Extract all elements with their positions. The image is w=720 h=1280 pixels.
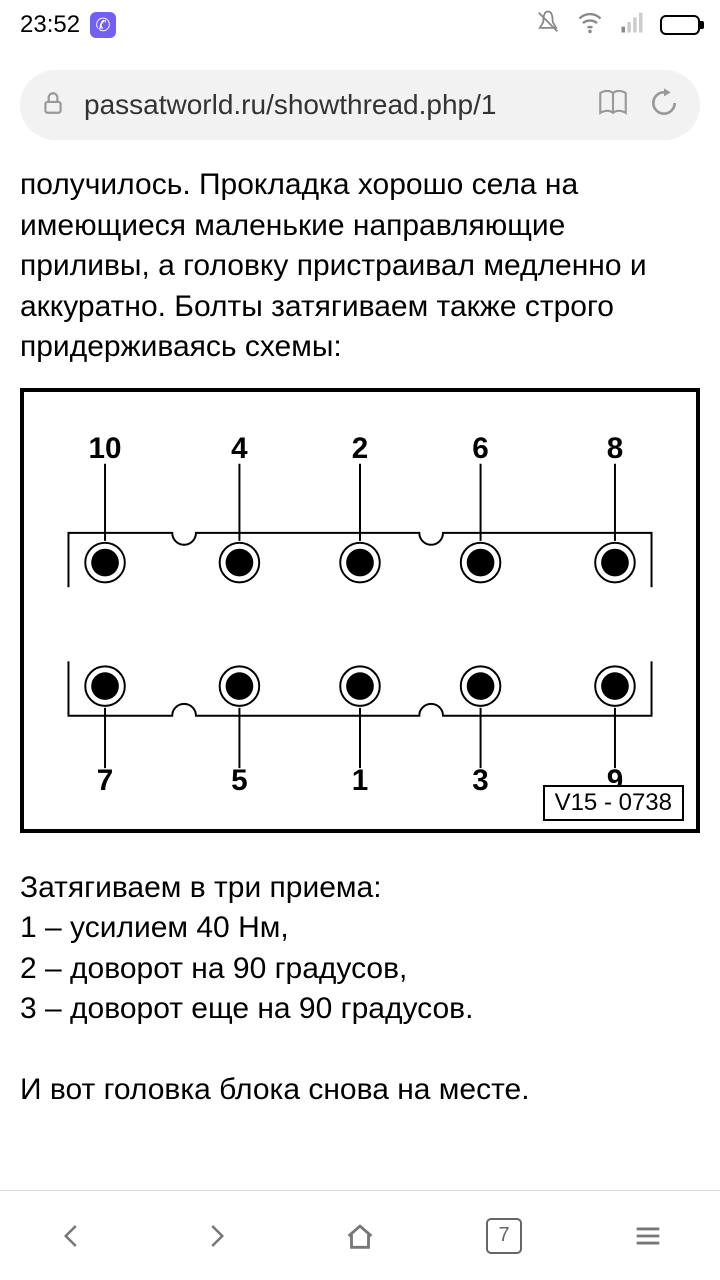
- diagram-reference: V15 - 0738: [543, 785, 684, 821]
- lock-icon: [40, 90, 66, 121]
- reader-mode-icon[interactable]: [596, 86, 630, 125]
- svg-text:1: 1: [352, 763, 368, 796]
- url-bar[interactable]: passatworld.ru/showthread.php/1: [20, 70, 700, 140]
- tab-count: 7: [486, 1218, 522, 1254]
- bolt-torque-diagram: 10426875139 V15 - 0738: [20, 388, 700, 833]
- viber-icon: ✆: [90, 12, 116, 38]
- content-steps: Затягиваем в три приема: 1 – усилием 40 …: [0, 853, 720, 1126]
- svg-text:3: 3: [472, 763, 488, 796]
- tabs-button[interactable]: 7: [479, 1211, 529, 1261]
- signal-icon: [618, 8, 646, 43]
- svg-text:8: 8: [607, 431, 623, 464]
- step-2: 2 – доворот на 90 градусов,: [20, 949, 700, 990]
- menu-button[interactable]: [623, 1211, 673, 1261]
- mute-icon: [534, 8, 562, 43]
- reload-icon[interactable]: [648, 87, 680, 124]
- paragraph-1: получилось. Прокладка хорошо села на име…: [20, 168, 647, 363]
- status-left: 23:52 ✆: [20, 11, 116, 39]
- step-3: 3 – доворот еще на 90 градусов.: [20, 989, 700, 1030]
- svg-text:5: 5: [231, 763, 247, 796]
- step-1: 1 – усилием 40 Нм,: [20, 908, 700, 949]
- url-text: passatworld.ru/showthread.php/1: [84, 89, 578, 121]
- content-text-1: получилось. Прокладка хорошо села на име…: [0, 150, 720, 383]
- back-button[interactable]: [47, 1211, 97, 1261]
- battery-icon: [660, 15, 700, 35]
- status-bar: 23:52 ✆: [0, 0, 720, 50]
- svg-text:10: 10: [89, 431, 122, 464]
- svg-text:6: 6: [472, 431, 488, 464]
- home-button[interactable]: [335, 1211, 385, 1261]
- svg-text:7: 7: [97, 763, 113, 796]
- steps-intro: Затягиваем в три приема:: [20, 868, 700, 909]
- paragraph-2: И вот головка блока снова на месте.: [20, 1070, 700, 1111]
- status-right: [534, 8, 700, 43]
- bottom-nav: 7: [0, 1190, 720, 1280]
- svg-text:2: 2: [352, 431, 368, 464]
- clock: 23:52: [20, 11, 80, 39]
- wifi-icon: [576, 8, 604, 43]
- svg-text:4: 4: [231, 431, 248, 464]
- forward-button[interactable]: [191, 1211, 241, 1261]
